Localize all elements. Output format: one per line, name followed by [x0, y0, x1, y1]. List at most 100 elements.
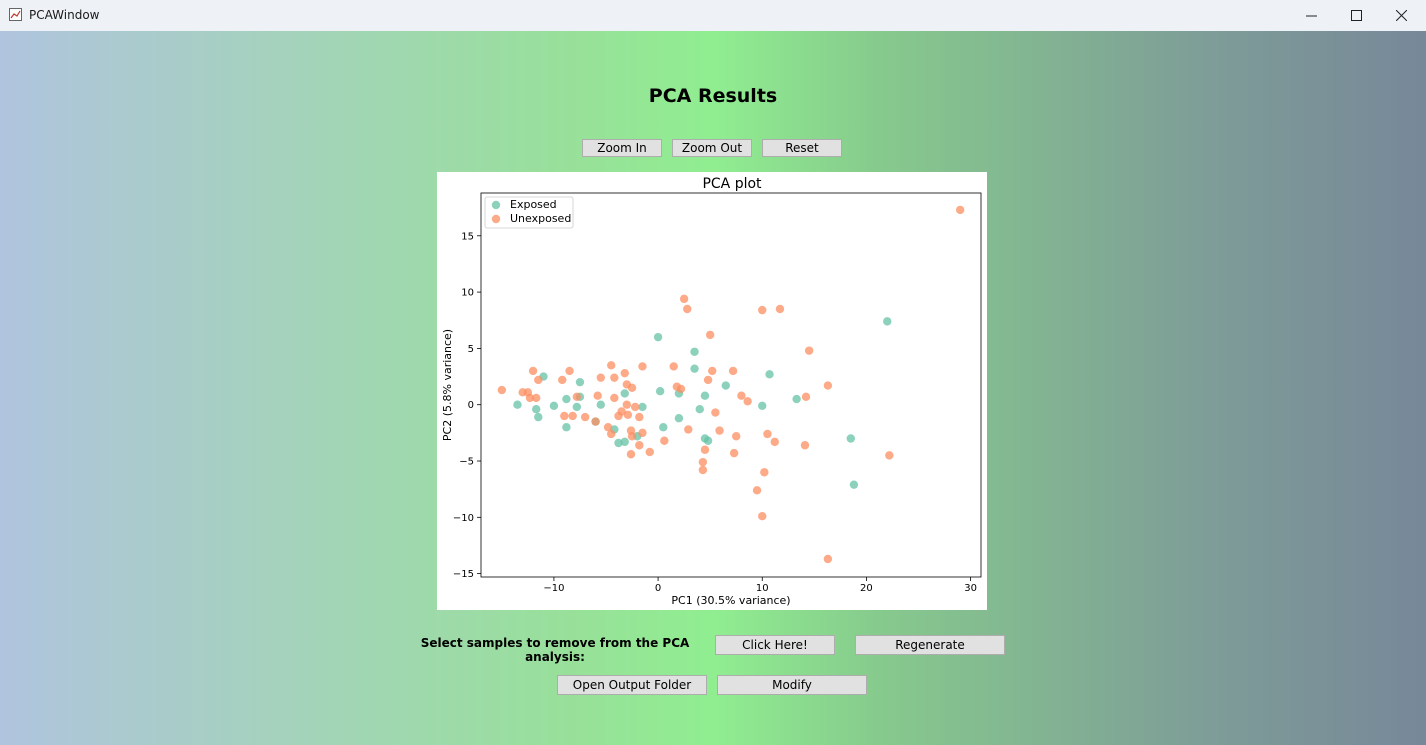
point-unexposed [630, 402, 640, 412]
chart-title: PCA plot [702, 176, 762, 192]
y-tick-label: −15 [453, 569, 474, 580]
point-unexposed [715, 426, 724, 435]
x-tick-label: −10 [543, 583, 564, 594]
click-here-button[interactable]: Click Here! [715, 635, 835, 655]
point-unexposed [703, 375, 713, 385]
y-tick-label: 0 [468, 400, 474, 411]
y-tick-label: 10 [461, 288, 474, 299]
chart-icon [9, 8, 22, 21]
point-unexposed [645, 447, 654, 457]
point-unexposed [684, 425, 693, 434]
point-exposed [562, 423, 571, 432]
x-tick-label: 30 [964, 583, 977, 594]
point-unexposed [525, 393, 535, 403]
regenerate-button[interactable]: Regenerate [855, 635, 1005, 655]
point-exposed [614, 438, 623, 448]
point-unexposed [610, 393, 619, 403]
point-exposed [765, 370, 774, 379]
point-unexposed [638, 428, 647, 438]
point-unexposed [885, 451, 894, 460]
point-unexposed [705, 330, 715, 340]
zoom-in-button[interactable]: Zoom In [582, 139, 662, 157]
close-icon [1395, 10, 1407, 21]
y-axis-label: PC2 (5.8% variance) [441, 329, 454, 441]
point-exposed [690, 347, 699, 356]
point-unexposed [591, 417, 600, 426]
y-tick-label: −10 [453, 513, 474, 524]
point-unexposed [804, 346, 814, 355]
point-unexposed [679, 294, 689, 304]
point-exposed [655, 386, 665, 396]
pca-plot[interactable]: PCA plot −10 0 10 20 30 −15 −10 −5 0 5 10 15 PC1 (3… [437, 172, 987, 610]
legend-label-exposed: Exposed [510, 198, 557, 211]
point-unexposed [620, 368, 629, 378]
point-unexposed [669, 362, 678, 371]
point-exposed [690, 364, 699, 373]
point-exposed [575, 377, 585, 387]
point-exposed [596, 400, 605, 409]
point-exposed [792, 394, 801, 404]
title-bar[interactable]: PCAWindow [0, 0, 1426, 32]
open-output-folder-button[interactable]: Open Output Folder [557, 675, 707, 695]
maximize-icon [1350, 10, 1362, 21]
plot-area [480, 192, 982, 578]
legend-marker-exposed [491, 200, 501, 210]
point-exposed [849, 480, 859, 489]
point-unexposed [596, 373, 605, 382]
legend-label-unexposed: Unexposed [510, 212, 571, 225]
reset-button[interactable]: Reset [762, 139, 842, 157]
close-button[interactable] [1378, 0, 1424, 31]
point-unexposed [660, 436, 669, 445]
point-exposed [513, 400, 522, 409]
y-tick-label: −5 [459, 457, 474, 468]
point-unexposed [572, 392, 582, 402]
point-unexposed [763, 429, 772, 439]
point-unexposed [758, 305, 767, 315]
page-title: PCA Results [648, 85, 778, 107]
point-unexposed [676, 384, 686, 394]
point-exposed [532, 405, 541, 414]
point-unexposed [558, 375, 567, 385]
point-unexposed [635, 412, 644, 422]
point-unexposed [580, 412, 590, 422]
point-unexposed [607, 361, 616, 370]
point-exposed [620, 437, 629, 447]
point-unexposed [698, 457, 708, 467]
point-unexposed [760, 468, 769, 477]
pca-scatter-chart: PCA plot −10 0 10 20 30 −15 −10 −5 0 5 10 15 PC1 (3… [441, 176, 982, 607]
point-unexposed [528, 366, 538, 376]
point-unexposed [708, 366, 717, 376]
point-exposed [620, 389, 629, 398]
zoom-out-button[interactable]: Zoom Out [672, 139, 752, 157]
point-exposed [638, 402, 647, 412]
maximize-button[interactable] [1333, 0, 1379, 31]
point-unexposed [603, 423, 613, 432]
point-unexposed [823, 554, 833, 564]
point-unexposed [565, 366, 574, 376]
point-unexposed [532, 393, 541, 403]
point-unexposed [626, 450, 636, 459]
point-unexposed [955, 205, 965, 215]
point-unexposed [728, 366, 738, 376]
point-unexposed [743, 397, 752, 406]
y-tick-label: 15 [461, 231, 474, 242]
point-unexposed [497, 385, 507, 395]
point-unexposed [534, 375, 543, 385]
point-unexposed [614, 411, 623, 421]
minimize-button[interactable] [1288, 0, 1334, 31]
point-unexposed [560, 411, 569, 421]
point-unexposed [698, 465, 708, 475]
point-unexposed [622, 400, 632, 409]
point-exposed [721, 381, 730, 390]
point-exposed [549, 401, 559, 411]
point-exposed [572, 402, 582, 412]
point-exposed [653, 332, 663, 342]
point-unexposed [607, 429, 616, 439]
point-unexposed [758, 511, 767, 521]
window-title: PCAWindow [29, 8, 100, 22]
x-tick-label: 20 [860, 583, 873, 594]
point-exposed [695, 405, 704, 414]
point-unexposed [635, 441, 644, 450]
modify-button[interactable]: Modify [717, 675, 867, 695]
point-unexposed [775, 304, 785, 314]
